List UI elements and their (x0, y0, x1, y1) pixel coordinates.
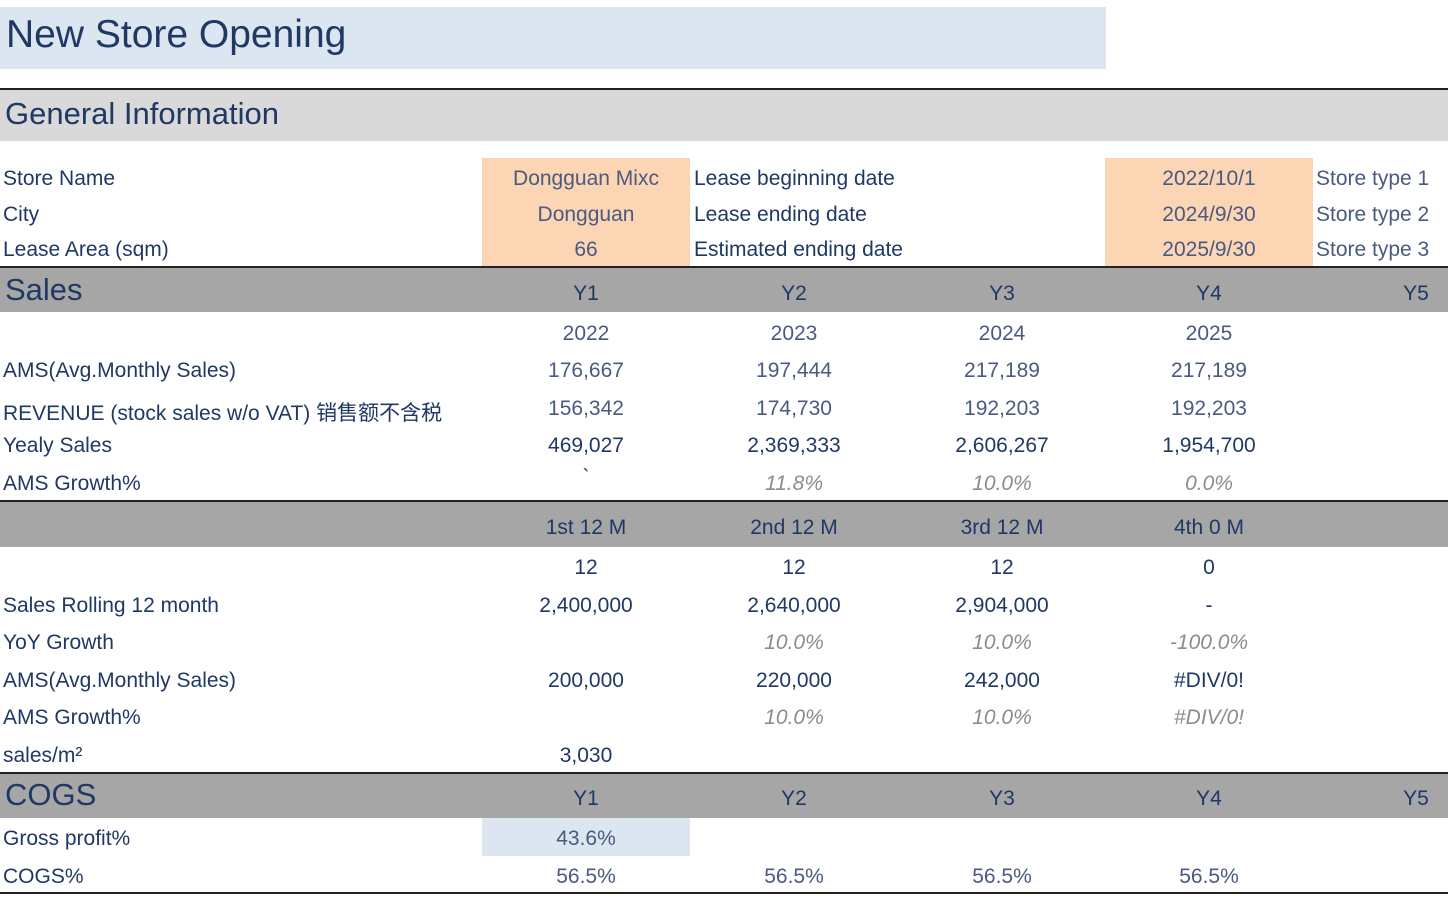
months-cell: 0 (1203, 556, 1215, 579)
sales-rolling-cell: 2,400,000 (539, 594, 633, 617)
cogs-pct-cell: 56.5% (1179, 865, 1239, 888)
ams-growth-cell: 0.0% (1185, 472, 1233, 495)
sales-year-header: Y4 (1196, 282, 1222, 305)
lease-begin-label: Lease beginning date (694, 167, 895, 190)
general-info-title: General Information (5, 96, 279, 131)
city-label: City (3, 203, 40, 226)
cogs-year-header: Y5 (1403, 787, 1429, 810)
lease-end-value[interactable]: 2024/9/30 (1162, 203, 1256, 226)
estimated-end-label: Estimated ending date (694, 238, 903, 261)
yearly-sales-cell: 2,606,267 (955, 434, 1049, 457)
revenue-cell: 156,342 (548, 397, 624, 420)
period-header: 4th 0 M (1173, 516, 1245, 539)
yoy-growth-cell: 10.0% (972, 631, 1032, 654)
ams-rolling-cell: 220,000 (756, 669, 832, 692)
ams-growth-rolling-cell: 10.0% (764, 706, 824, 729)
period-header: 1st 12 M (545, 516, 627, 539)
sales-title: Sales (5, 272, 83, 307)
gross-profit-cell[interactable]: 43.6% (556, 827, 616, 850)
ams-growth-cell: ` (582, 466, 590, 489)
cogs-pct-cell: 56.5% (764, 865, 824, 888)
ams-cell: 176,667 (548, 359, 624, 382)
sales-header-band (0, 266, 1448, 312)
lease-begin-value[interactable]: 2022/10/1 (1162, 167, 1256, 190)
months-cell: 12 (782, 556, 806, 579)
store-type-3: Store type 3 (1316, 238, 1430, 261)
sales-rolling-cell: 2,640,000 (747, 594, 841, 617)
ams-rolling-label: AMS(Avg.Monthly Sales) (3, 669, 237, 692)
sales-per-sqm-cell: 3,030 (559, 744, 613, 767)
revenue-cell: 192,203 (964, 397, 1040, 420)
yearly-sales-cell: 469,027 (548, 434, 624, 457)
ams-cell: 217,189 (964, 359, 1040, 382)
store-name-value[interactable]: Dongguan Mixc (513, 167, 659, 190)
ams-cell: 217,189 (1171, 359, 1247, 382)
revenue-cell: 192,203 (1171, 397, 1247, 420)
bottom-border (0, 892, 1448, 894)
cogs-header-band (0, 772, 1448, 818)
rolling-header-band (0, 500, 1448, 547)
sales-rolling-cell: 2,904,000 (955, 594, 1049, 617)
sales-year-header: Y1 (573, 282, 599, 305)
sales-year-header: Y3 (989, 282, 1015, 305)
cogs-year-header: Y4 (1196, 787, 1222, 810)
year-cell: 2023 (770, 322, 818, 345)
cogs-year-header: Y3 (989, 787, 1015, 810)
period-header: 3rd 12 M (960, 516, 1044, 539)
revenue-cell: 174,730 (756, 397, 832, 420)
cogs-pct-cell: 56.5% (556, 865, 616, 888)
sales-year-header: Y5 (1403, 282, 1429, 305)
year-cell: 2022 (562, 322, 610, 345)
sales-rolling-label: Sales Rolling 12 month (3, 594, 219, 617)
months-cell: 12 (574, 556, 598, 579)
yearly-sales-cell: 2,369,333 (747, 434, 841, 457)
ams-rolling-cell: 242,000 (964, 669, 1040, 692)
yoy-growth-label: YoY Growth (3, 631, 114, 654)
store-type-1: Store type 1 (1316, 167, 1430, 190)
gross-profit-input-bg (482, 818, 690, 856)
lease-area-value[interactable]: 66 (574, 238, 598, 261)
ams-rolling-cell: #DIV/0! (1173, 669, 1245, 692)
revenue-label: REVENUE (stock sales w/o VAT) 销售额不含税 (3, 402, 443, 425)
year-cell: 2024 (978, 322, 1026, 345)
yearly-sales-label: Yealy Sales (3, 434, 112, 457)
ams-label: AMS(Avg.Monthly Sales) (3, 359, 237, 382)
ams-growth-label: AMS Growth% (3, 472, 141, 495)
sales-rolling-cell: - (1205, 594, 1213, 617)
yearly-sales-cell: 1,954,700 (1162, 434, 1256, 457)
yoy-growth-cell: -100.0% (1169, 631, 1249, 654)
ams-growth-cell: 10.0% (972, 472, 1032, 495)
year-cell: 2025 (1185, 322, 1233, 345)
sales-year-header: Y2 (781, 282, 807, 305)
general-info-header (0, 88, 1448, 141)
ams-growth-cell: 11.8% (765, 472, 823, 495)
cogs-year-header: Y2 (781, 787, 807, 810)
lease-area-label: Lease Area (sqm) (3, 238, 169, 261)
city-value[interactable]: Dongguan (537, 203, 635, 226)
gross-profit-label: Gross profit% (3, 827, 131, 850)
cogs-year-header: Y1 (573, 787, 599, 810)
ams-growth-rolling-label: AMS Growth% (3, 706, 141, 729)
input-cells-lease (1105, 158, 1313, 266)
cogs-pct-cell: 56.5% (972, 865, 1032, 888)
period-header: 2nd 12 M (750, 516, 838, 539)
title-bar (0, 7, 1106, 69)
cogs-title: COGS (5, 777, 97, 812)
estimated-end-value[interactable]: 2025/9/30 (1162, 238, 1256, 261)
store-type-2: Store type 2 (1316, 203, 1430, 226)
months-cell: 12 (990, 556, 1014, 579)
lease-end-label: Lease ending date (694, 203, 867, 226)
ams-cell: 197,444 (756, 359, 832, 382)
input-cells-store (482, 158, 690, 266)
yoy-growth-cell: 10.0% (764, 631, 824, 654)
ams-growth-rolling-cell: 10.0% (972, 706, 1032, 729)
sales-per-sqm-label: sales/m² (3, 744, 83, 767)
cogs-pct-label: COGS% (3, 865, 84, 888)
ams-growth-rolling-cell: #DIV/0! (1173, 706, 1245, 729)
ams-rolling-cell: 200,000 (548, 669, 624, 692)
store-name-label: Store Name (3, 167, 116, 190)
page-title: New Store Opening (6, 13, 347, 56)
